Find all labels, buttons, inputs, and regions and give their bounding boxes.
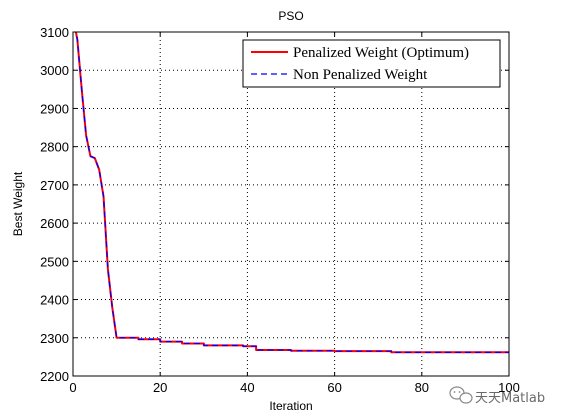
series-lines xyxy=(74,32,509,354)
x-tick-label: 40 xyxy=(240,380,254,395)
y-tick-label: 2300 xyxy=(40,331,69,346)
y-tick-label: 2800 xyxy=(40,140,69,155)
series-line-non-penalized-weight xyxy=(75,32,509,353)
plot-area-border xyxy=(72,31,510,377)
x-tick-label: 60 xyxy=(327,380,341,395)
y-tick-label: 2900 xyxy=(40,101,69,116)
watermark-text: 天天Matlab xyxy=(475,391,545,406)
axis-ticks: 0 20 40 60 80 100 2200 2300 2400 2500 2600 2700 2800… xyxy=(40,25,520,395)
y-tick-label: 2500 xyxy=(40,254,69,269)
y-tick-label: 3100 xyxy=(40,25,69,40)
wechat-icon xyxy=(449,386,473,404)
y-tick-label: 2700 xyxy=(40,178,69,193)
grid-lines xyxy=(73,32,509,376)
legend-box xyxy=(242,39,501,88)
legend-label-non-penalized-weight: Non Penalized Weight xyxy=(293,67,428,83)
y-tick-label: 2600 xyxy=(40,216,69,231)
chart-title: PSO xyxy=(278,9,303,23)
x-tick-label: 20 xyxy=(153,380,167,395)
y-tick-label: 2200 xyxy=(40,369,69,384)
legend-label-penalized-weight: Penalized Weight (Optimum) xyxy=(293,45,469,61)
x-tick-label: 0 xyxy=(69,380,76,395)
legend: Penalized Weight (Optimum) Non Penalized… xyxy=(242,39,501,88)
y-axis-label: Best Weight xyxy=(11,171,25,236)
x-tick-label: 80 xyxy=(415,380,429,395)
x-axis-label: Iteration xyxy=(269,399,312,413)
y-tick-label: 2400 xyxy=(40,293,69,308)
x-tick-label: 100 xyxy=(498,380,520,395)
y-tick-label: 3000 xyxy=(40,63,69,78)
plot-area-background xyxy=(73,32,509,376)
watermark: 天天Matlab xyxy=(449,386,545,406)
